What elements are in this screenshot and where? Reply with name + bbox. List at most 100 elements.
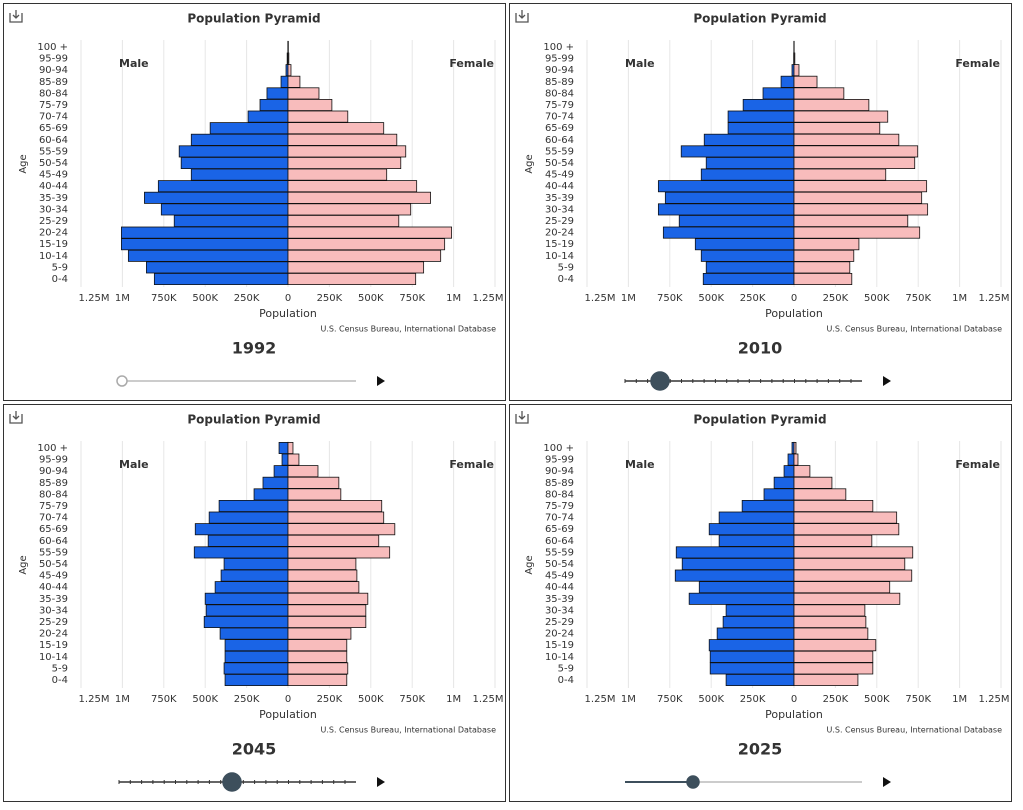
bar [678, 214, 795, 227]
bar [287, 523, 396, 536]
x-tick-label: 1M [115, 293, 130, 304]
y-tick-label: 45-49 [545, 571, 574, 582]
slider-thumb[interactable] [222, 772, 242, 792]
y-axis-title: Age [18, 154, 29, 173]
x-tick-label: 750K [399, 694, 425, 705]
bar [219, 627, 289, 640]
y-tick-label: 45-49 [39, 571, 68, 582]
bar [664, 191, 795, 204]
y-tick-label: 20-24 [39, 629, 68, 640]
x-tick-label: 750K [151, 694, 177, 705]
bar [793, 627, 869, 640]
bar [793, 465, 811, 478]
x-tick-label: 250K [740, 694, 766, 705]
play-button[interactable] [883, 376, 891, 386]
y-tick-label: 80-84 [545, 88, 574, 99]
bar [787, 453, 795, 466]
bar [793, 52, 796, 65]
bar [287, 511, 385, 524]
x-tick-label: 750K [905, 293, 931, 304]
bar [793, 145, 919, 158]
legend-label: Male [119, 57, 149, 70]
bar [287, 168, 388, 181]
legend-label: Female [449, 458, 494, 471]
year-label: 2010 [738, 339, 783, 358]
y-tick-label: 10-14 [39, 251, 68, 262]
bar [793, 569, 913, 582]
x-tick-label: 250K [317, 694, 343, 705]
y-tick-label: 95-99 [39, 455, 68, 466]
bar [793, 639, 877, 652]
chart-title: Population Pyramid [187, 12, 320, 26]
bar [703, 133, 795, 146]
x-tick-label: 1M [621, 293, 636, 304]
play-button[interactable] [377, 376, 385, 386]
bar [287, 133, 398, 146]
bar [793, 110, 889, 123]
y-tick-label: 5-9 [52, 262, 68, 273]
download-button[interactable] [9, 411, 23, 424]
bar [287, 214, 400, 227]
x-tick-label: 250K [823, 293, 849, 304]
x-tick-label: 500K [698, 293, 724, 304]
y-tick-label: 70-74 [545, 513, 574, 524]
y-tick-label: 95-99 [545, 54, 574, 65]
year-label: 1992 [232, 339, 277, 358]
download-button[interactable] [515, 10, 529, 23]
bar [287, 650, 348, 663]
bar [793, 180, 928, 193]
x-tick-label: 500K [192, 694, 218, 705]
bar [793, 261, 851, 274]
bar [207, 534, 289, 547]
bar [220, 569, 289, 582]
bar [287, 488, 342, 501]
bar [793, 168, 887, 181]
y-tick-label: 30-34 [545, 605, 574, 616]
x-tick-label: 500K [698, 694, 724, 705]
y-tick-label: 40-44 [39, 582, 68, 593]
x-tick-label: 250K [234, 694, 260, 705]
bar [702, 272, 795, 285]
bar [224, 650, 289, 663]
bar [190, 168, 289, 181]
play-button[interactable] [377, 777, 385, 787]
bar [742, 99, 795, 112]
y-tick-label: 55-59 [545, 146, 574, 157]
bar [208, 511, 289, 524]
x-tick-label: 250K [317, 293, 343, 304]
x-tick-label: 1.25M [79, 694, 110, 705]
bar [287, 534, 380, 547]
download-button[interactable] [9, 10, 23, 23]
x-tick-label: 0 [791, 694, 797, 705]
x-tick-label: 500K [358, 694, 384, 705]
bar [287, 581, 360, 594]
y-tick-label: 45-49 [39, 170, 68, 181]
y-tick-label: 65-69 [545, 123, 574, 134]
y-tick-label: 10-14 [545, 251, 574, 262]
chart: Population Pyramid 1.25M 1M 750K 500K 250K 0 25… [515, 411, 1009, 789]
bar [287, 673, 348, 686]
bar [224, 639, 289, 652]
download-button[interactable] [515, 411, 529, 424]
y-tick-label: 85-89 [545, 77, 574, 88]
bar [287, 99, 333, 112]
bar [178, 145, 289, 158]
slider-thumb[interactable] [650, 371, 670, 391]
bar [173, 214, 289, 227]
bar [287, 639, 348, 652]
y-tick-label: 20-24 [545, 228, 574, 239]
y-tick-label: 30-34 [545, 204, 574, 215]
slider-thumb[interactable] [116, 375, 128, 387]
bar [705, 156, 795, 169]
bar [705, 261, 795, 274]
bar [146, 261, 289, 274]
bar [253, 488, 289, 501]
y-tick-label: 0-4 [52, 274, 68, 285]
bar [218, 500, 289, 513]
bar [153, 272, 289, 285]
y-tick-label: 90-94 [39, 466, 68, 477]
slider-thumb[interactable] [686, 775, 700, 789]
bar [280, 75, 289, 88]
play-button[interactable] [883, 777, 891, 787]
bar [688, 592, 795, 605]
